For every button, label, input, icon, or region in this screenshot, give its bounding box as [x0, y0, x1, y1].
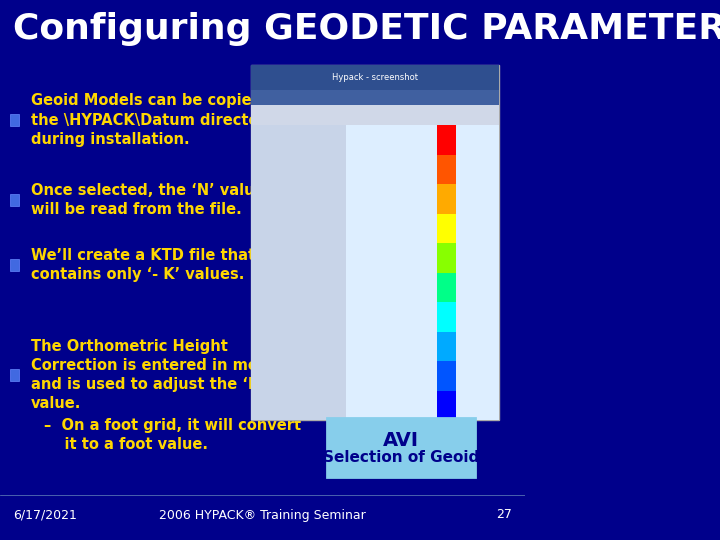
Text: Selection of Geoid: Selection of Geoid [323, 450, 479, 465]
FancyBboxPatch shape [10, 194, 19, 206]
Bar [437, 302, 456, 332]
Bar [437, 273, 456, 302]
Bar [437, 390, 456, 420]
FancyBboxPatch shape [327, 418, 475, 477]
Text: Configuring GEODETIC PARAMETERS: Configuring GEODETIC PARAMETERS [13, 12, 720, 46]
Bar [346, 125, 499, 420]
Text: We’ll create a KTD file that
contains only ‘- K’ values.: We’ll create a KTD file that contains on… [31, 248, 255, 282]
Text: 2006 HYPACK® Training Seminar: 2006 HYPACK® Training Seminar [159, 509, 366, 522]
Text: AVI: AVI [383, 430, 419, 449]
FancyBboxPatch shape [10, 259, 19, 271]
Text: The Orthometric Height
Correction is entered in meters
and is used to adjust the: The Orthometric Height Correction is ent… [31, 339, 291, 411]
Bar [437, 154, 456, 184]
Bar [251, 105, 499, 125]
Bar [437, 213, 456, 243]
Bar [251, 125, 346, 420]
Text: Once selected, the ‘N’ value
will be read from the file.: Once selected, the ‘N’ value will be rea… [31, 183, 264, 217]
FancyBboxPatch shape [0, 0, 525, 50]
Bar [437, 332, 456, 361]
Bar [251, 65, 499, 90]
Bar [437, 184, 456, 213]
Text: 6/17/2021: 6/17/2021 [13, 509, 77, 522]
Bar [251, 90, 499, 105]
FancyBboxPatch shape [10, 114, 19, 126]
Text: Hypack - screenshot: Hypack - screenshot [333, 72, 418, 82]
Bar [437, 243, 456, 273]
FancyBboxPatch shape [10, 369, 19, 381]
Text: Geoid Models can be copied to
the \HYPACK\Datum directory
during installation.: Geoid Models can be copied to the \HYPAC… [31, 93, 284, 147]
Text: 27: 27 [496, 509, 512, 522]
Bar [437, 361, 456, 390]
Bar [437, 125, 456, 154]
FancyBboxPatch shape [251, 65, 499, 420]
Text: –  On a foot grid, it will convert
    it to a foot value.: – On a foot grid, it will convert it to … [44, 418, 301, 452]
